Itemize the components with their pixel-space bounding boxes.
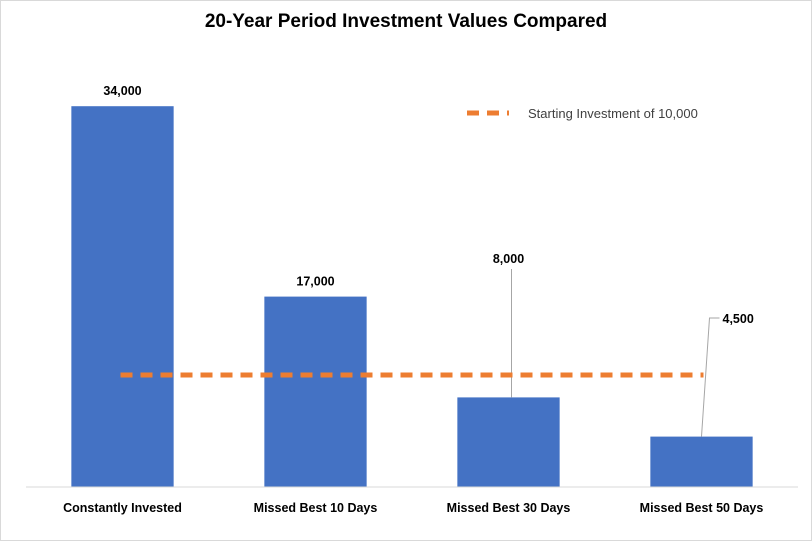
bar-0 bbox=[71, 106, 174, 487]
bar-2 bbox=[457, 397, 560, 487]
chart-title: 20-Year Period Investment Values Compare… bbox=[205, 11, 607, 32]
x-tick-label-2: Missed Best 30 Days bbox=[447, 501, 571, 515]
leader-line-3 bbox=[701, 317, 720, 437]
bar-1 bbox=[264, 296, 367, 487]
bars-layer bbox=[71, 106, 753, 487]
data-label-2: 8,000 bbox=[493, 252, 524, 266]
data-label-3: 4,500 bbox=[723, 312, 754, 326]
legend-label-reference-line: Starting Investment of 10,000 bbox=[528, 106, 698, 121]
data-labels-layer: 34,000 17,000 8,000 4,500 bbox=[103, 84, 753, 326]
data-label-1: 17,000 bbox=[296, 275, 334, 289]
x-axis-labels: Constantly Invested Missed Best 10 Days Mi… bbox=[63, 501, 763, 515]
x-tick-label-0: Constantly Invested bbox=[63, 501, 182, 515]
data-label-0: 34,000 bbox=[103, 84, 141, 98]
x-tick-label-3: Missed Best 50 Days bbox=[640, 501, 764, 515]
bar-3 bbox=[650, 436, 753, 487]
legend: Starting Investment of 10,000 bbox=[467, 106, 698, 121]
x-tick-label-1: Missed Best 10 Days bbox=[254, 501, 378, 515]
